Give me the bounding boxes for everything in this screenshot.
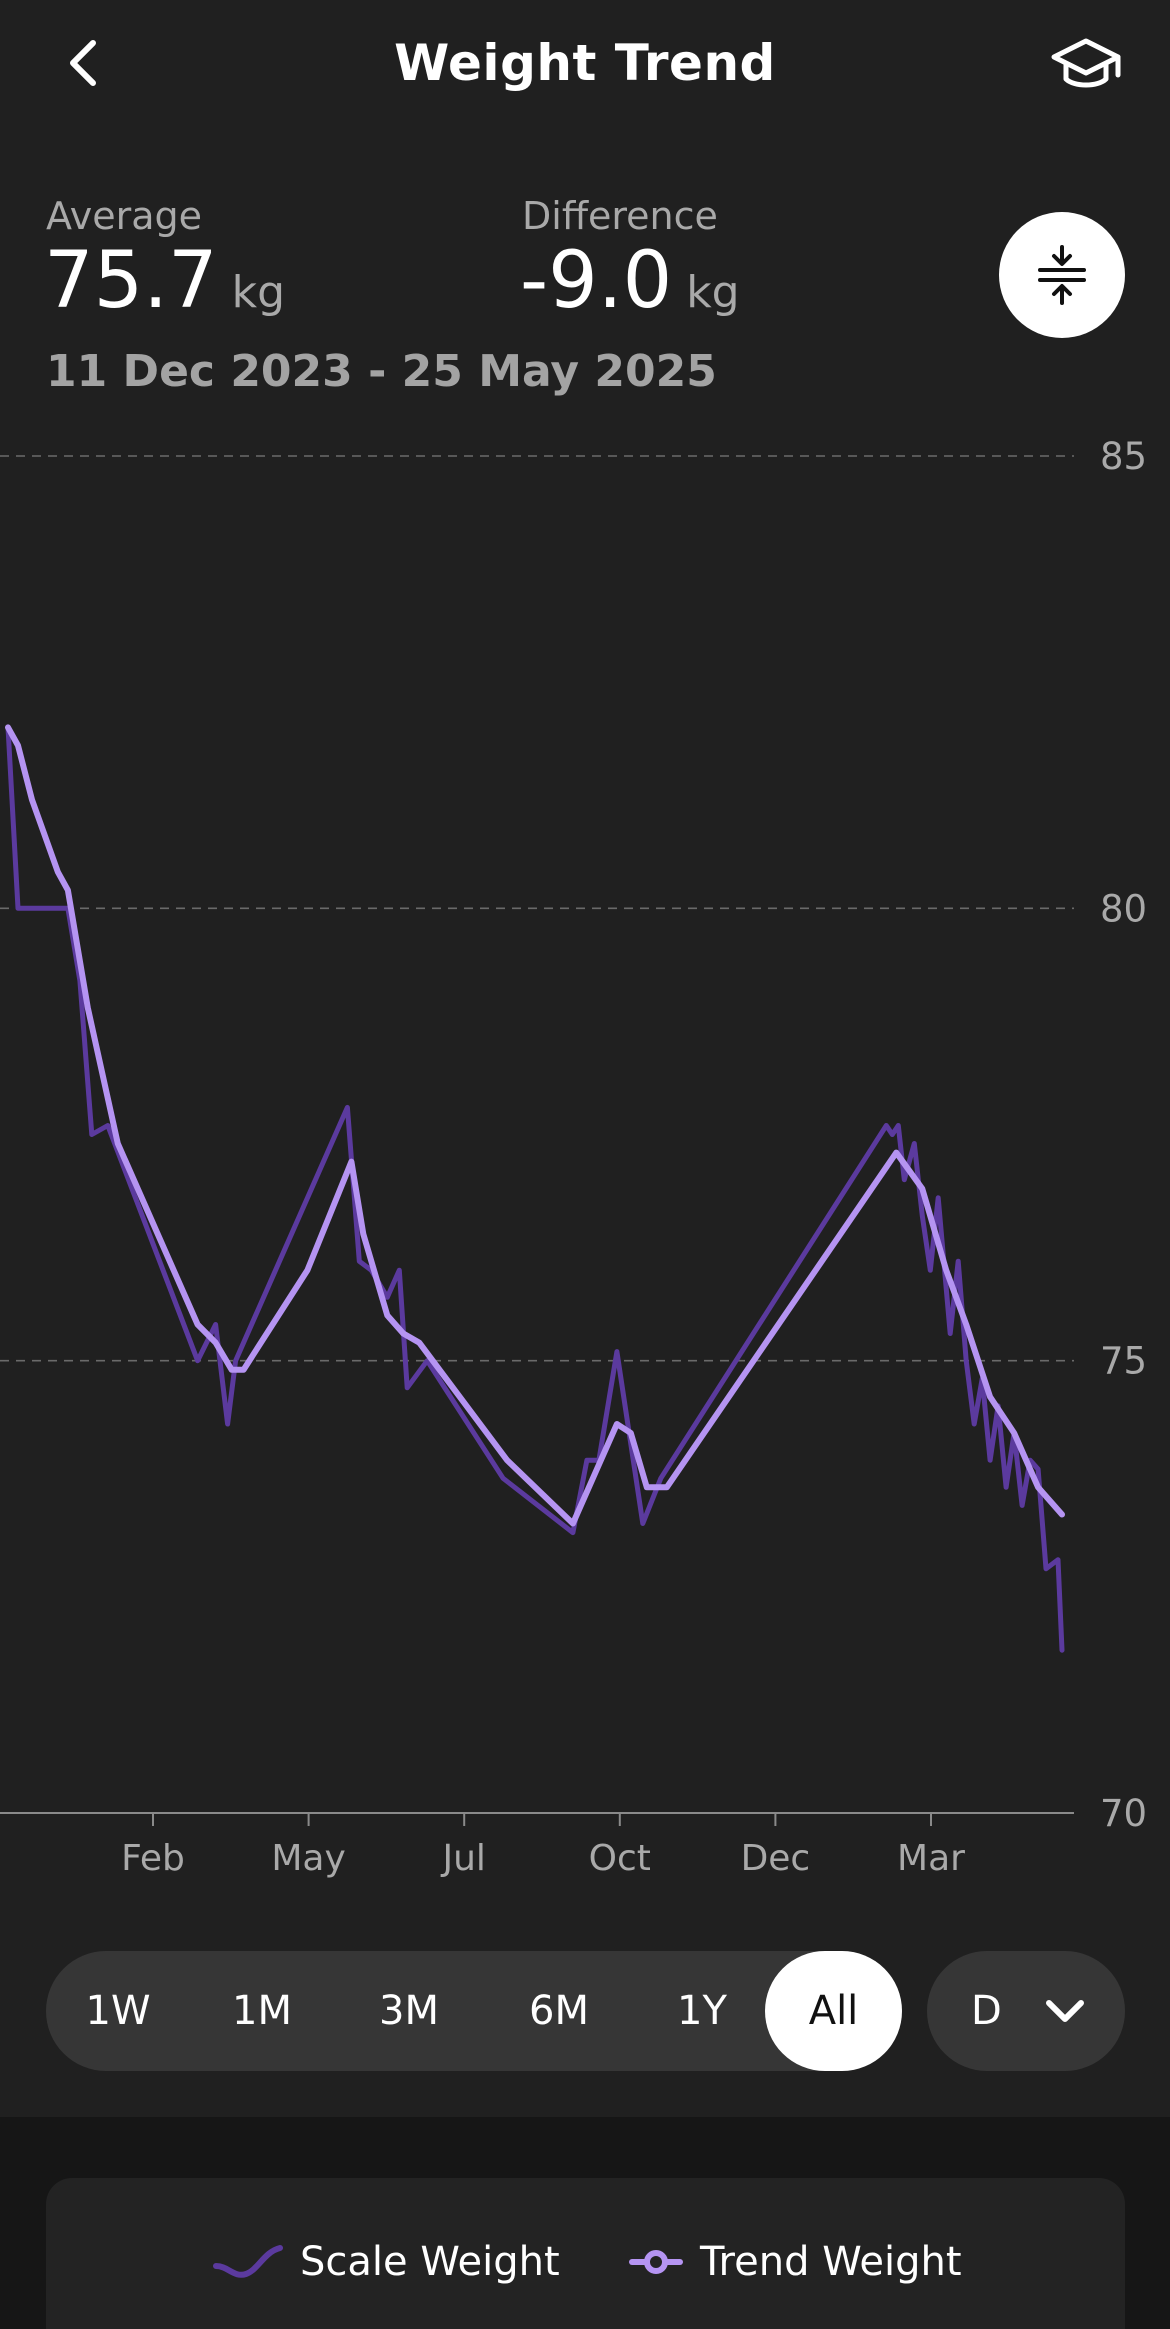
chart-grid xyxy=(0,455,1074,1814)
granularity-select[interactable]: D xyxy=(927,1951,1125,2071)
chevron-left-icon xyxy=(70,40,96,86)
range-selector: 1W 1M 3M 6M 1Y All xyxy=(46,1951,902,2071)
app-header: Weight Trend xyxy=(0,0,1170,132)
granularity-value: D xyxy=(971,1988,1002,2034)
y-tick-label: 85 xyxy=(1100,435,1147,478)
difference-value: -9.0 xyxy=(520,236,673,326)
range-option-6m[interactable]: 6M xyxy=(529,1988,589,2034)
legend-card xyxy=(46,2178,1125,2329)
average-value-group: 75.7 kg xyxy=(44,242,285,320)
trend-weight-line xyxy=(5,724,1065,1527)
scale-weight-line xyxy=(5,724,1065,1653)
range-option-3m[interactable]: 3M xyxy=(379,1988,439,2034)
page-title: Weight Trend xyxy=(394,34,776,92)
chart-series xyxy=(5,724,1065,1653)
average-label: Average xyxy=(46,194,203,238)
difference-value-group: -9.0 kg xyxy=(520,242,740,320)
range-option-all[interactable]: All xyxy=(765,1951,902,2071)
legend-trend-weight[interactable]: Trend Weight xyxy=(628,2232,962,2292)
y-tick-label: 70 xyxy=(1100,1792,1147,1835)
average-value: 75.7 xyxy=(44,236,218,326)
x-tick-label: May xyxy=(271,1838,345,1879)
weight-chart[interactable]: 85 80 75 70 Feb May Jul Oct Dec Mar xyxy=(0,420,1170,1920)
legend-scale-weight[interactable]: Scale Weight xyxy=(212,2232,560,2292)
y-tick-label: 75 xyxy=(1100,1340,1147,1383)
difference-label: Difference xyxy=(522,194,718,238)
date-range: 11 Dec 2023 - 25 May 2025 xyxy=(46,346,717,397)
y-tick-label: 80 xyxy=(1100,887,1147,930)
x-tick-label: Jul xyxy=(440,1838,485,1879)
back-button[interactable] xyxy=(50,30,116,96)
legend-trend-label: Trend Weight xyxy=(700,2239,962,2285)
difference-unit: kg xyxy=(686,267,740,318)
trend-weight-line-icon xyxy=(629,2250,683,2274)
range-option-1m[interactable]: 1M xyxy=(232,1988,292,2034)
chevron-down-icon xyxy=(1046,2000,1084,2022)
legend-scale-label: Scale Weight xyxy=(300,2239,560,2285)
x-tick-label: Oct xyxy=(589,1838,651,1879)
y-axis-ticks: 85 80 75 70 xyxy=(1100,435,1147,1835)
x-tick-label: Dec xyxy=(741,1838,811,1879)
x-axis-ticks: Feb May Jul Oct Dec Mar xyxy=(121,1813,965,1879)
compress-button[interactable] xyxy=(999,212,1125,338)
average-unit: kg xyxy=(231,267,286,318)
compress-vertical-icon xyxy=(1038,245,1086,305)
learn-button[interactable] xyxy=(1046,28,1126,104)
x-tick-label: Mar xyxy=(897,1838,965,1879)
graduation-cap-icon xyxy=(1051,38,1121,88)
range-option-1y[interactable]: 1Y xyxy=(677,1988,727,2034)
scale-weight-line-icon xyxy=(213,2245,283,2278)
x-tick-label: Feb xyxy=(121,1838,185,1879)
range-option-1w[interactable]: 1W xyxy=(85,1988,151,2034)
